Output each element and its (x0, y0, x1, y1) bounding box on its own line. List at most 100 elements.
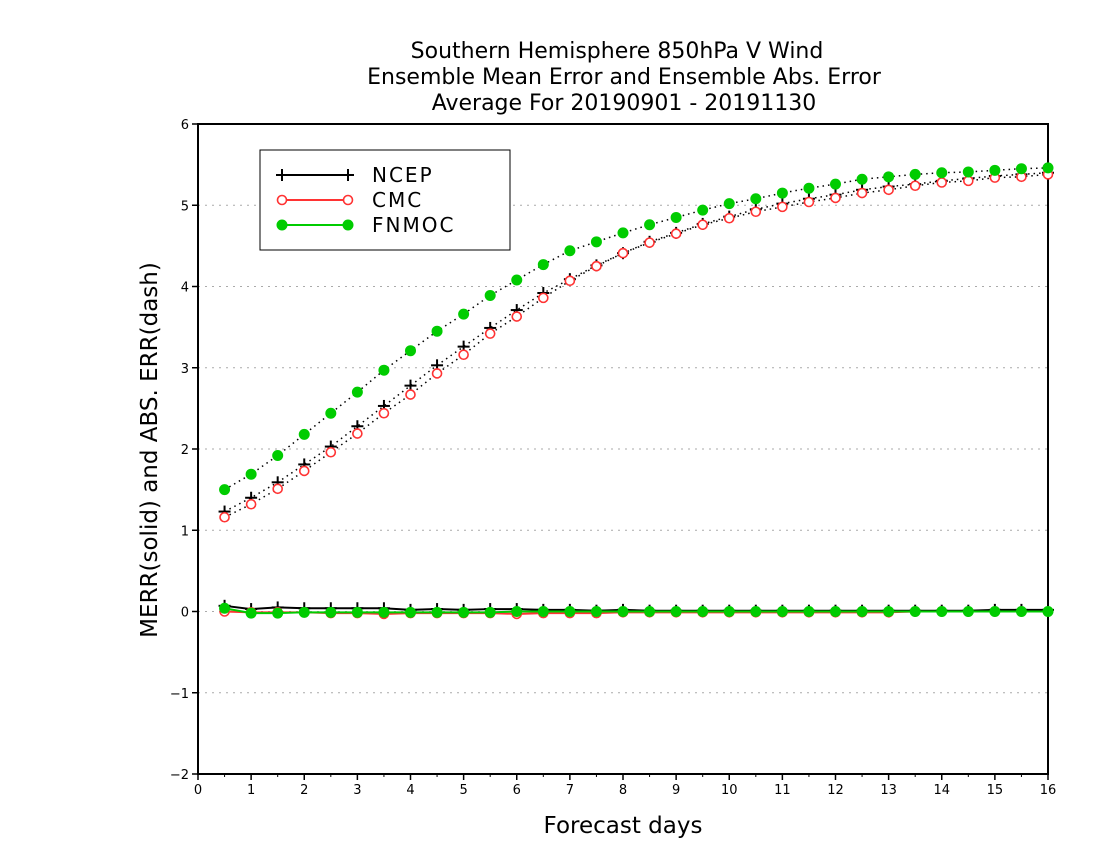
abs-error-point (1042, 162, 1054, 174)
y-axis-label: MERR(solid) and ABS. ERR(dash) (137, 262, 163, 638)
abs-error-point (351, 386, 363, 398)
y-tick-label: −2 (170, 768, 189, 783)
series-layer (218, 162, 1054, 620)
abs-error-point (697, 219, 708, 231)
legend-label: FNMOC (372, 213, 455, 237)
axis-ticks (192, 123, 1049, 780)
mean-error-point (351, 606, 363, 618)
abs-error-point (617, 247, 629, 259)
mean-error-point (405, 606, 416, 618)
legend-item-cmc: CMC (276, 188, 423, 212)
abs-error-point (245, 468, 257, 480)
y-tick-label: 1 (181, 524, 189, 539)
legend-marker-right (342, 194, 354, 206)
series-ncep-mean-error (218, 599, 1054, 617)
abs-error-point (564, 275, 576, 287)
abs-error-point (644, 219, 656, 231)
y-tick-label: 4 (181, 281, 189, 296)
y-tick-label: 6 (181, 118, 189, 133)
legend-marker-right (342, 169, 354, 181)
x-tick-label: 1 (247, 783, 255, 798)
x-tick-label: 10 (721, 783, 738, 798)
mean-error-point (936, 606, 948, 617)
legend-item-fnmoc: FNMOC (276, 213, 455, 237)
mean-error-point (697, 606, 709, 617)
mean-error-point (564, 606, 576, 617)
x-tick-label: 8 (619, 783, 627, 798)
x-tick-label: 0 (194, 783, 202, 798)
abs-error-point (245, 498, 257, 510)
mean-error-point (670, 606, 682, 617)
mean-error-point (776, 606, 788, 617)
mean-error-point (617, 606, 629, 617)
mean-error-point (219, 602, 231, 614)
abs-error-point (378, 407, 390, 419)
abs-error-point (936, 167, 948, 179)
abs-error-point (511, 274, 523, 286)
mean-error-point (431, 606, 443, 618)
mean-error-point (298, 606, 310, 618)
x-tick-labels: 0 1 2 3 4 5 6 7 8 9 10 11 12 13 14 15 16 (194, 783, 1056, 798)
abs-error-point (484, 328, 496, 339)
abs-error-point (803, 182, 815, 194)
abs-error-point (298, 465, 310, 477)
abs-error-point (378, 364, 390, 376)
abs-error-point (909, 180, 921, 192)
x-tick-label: 5 (459, 783, 467, 798)
y-tick-label: −1 (170, 687, 189, 702)
abs-error-line (224, 172, 1049, 513)
abs-error-point (989, 164, 1001, 176)
abs-error-point (352, 428, 363, 439)
x-tick-label: 13 (880, 783, 897, 798)
mean-error-point (590, 606, 602, 617)
x-tick-label: 11 (774, 783, 791, 798)
abs-error-point (1015, 163, 1027, 175)
abs-error-point (458, 308, 470, 320)
abs-error-point (591, 260, 602, 272)
abs-error-point (219, 511, 230, 523)
mean-error-point (458, 606, 470, 618)
abs-error-point (405, 345, 416, 357)
legend-label: CMC (372, 188, 423, 212)
x-tick-label: 12 (827, 783, 844, 798)
y-tick-label: 2 (181, 443, 189, 458)
abs-error-point (723, 198, 735, 210)
abs-error-point (697, 204, 709, 216)
abs-error-point (803, 196, 815, 208)
mean-error-point (537, 606, 549, 617)
abs-error-point (272, 483, 283, 495)
legend-item-ncep: NCEP (276, 163, 434, 187)
abs-error-point (537, 259, 549, 271)
abs-error-point (856, 187, 868, 199)
abs-error-point (431, 325, 443, 337)
abs-error-point (325, 407, 337, 419)
mean-error-point (830, 606, 841, 617)
abs-error-point (458, 349, 469, 361)
mean-error-point (883, 606, 895, 617)
mean-error-point (962, 606, 974, 617)
abs-error-point (617, 227, 629, 239)
series-cmc-abs-error (219, 169, 1054, 523)
abs-error-point (219, 484, 231, 496)
mean-error-point (245, 607, 257, 619)
gridlines (198, 204, 1048, 694)
abs-error-point (856, 173, 868, 185)
legend-marker-left (276, 194, 288, 206)
mean-error-point (1015, 606, 1027, 617)
y-tick-label: 3 (181, 362, 189, 377)
title-line-2: Ensemble Mean Error and Ensemble Abs. Er… (367, 65, 882, 90)
abs-error-point (830, 178, 841, 190)
abs-error-point (936, 177, 948, 188)
legend-label: NCEP (372, 163, 434, 187)
mean-error-point (909, 606, 921, 617)
abs-error-point (963, 175, 974, 187)
abs-error-point (883, 171, 895, 183)
mean-error-point (856, 606, 868, 617)
title-line-3: Average For 20190901 - 20191130 (432, 91, 817, 116)
chart-title: Southern Hemisphere 850hPa V Wind Ensemb… (367, 39, 882, 116)
abs-error-point (776, 187, 788, 199)
legend-marker-left (276, 219, 288, 231)
abs-error-point (723, 212, 735, 224)
series-fnmoc-mean-error (219, 602, 1054, 619)
